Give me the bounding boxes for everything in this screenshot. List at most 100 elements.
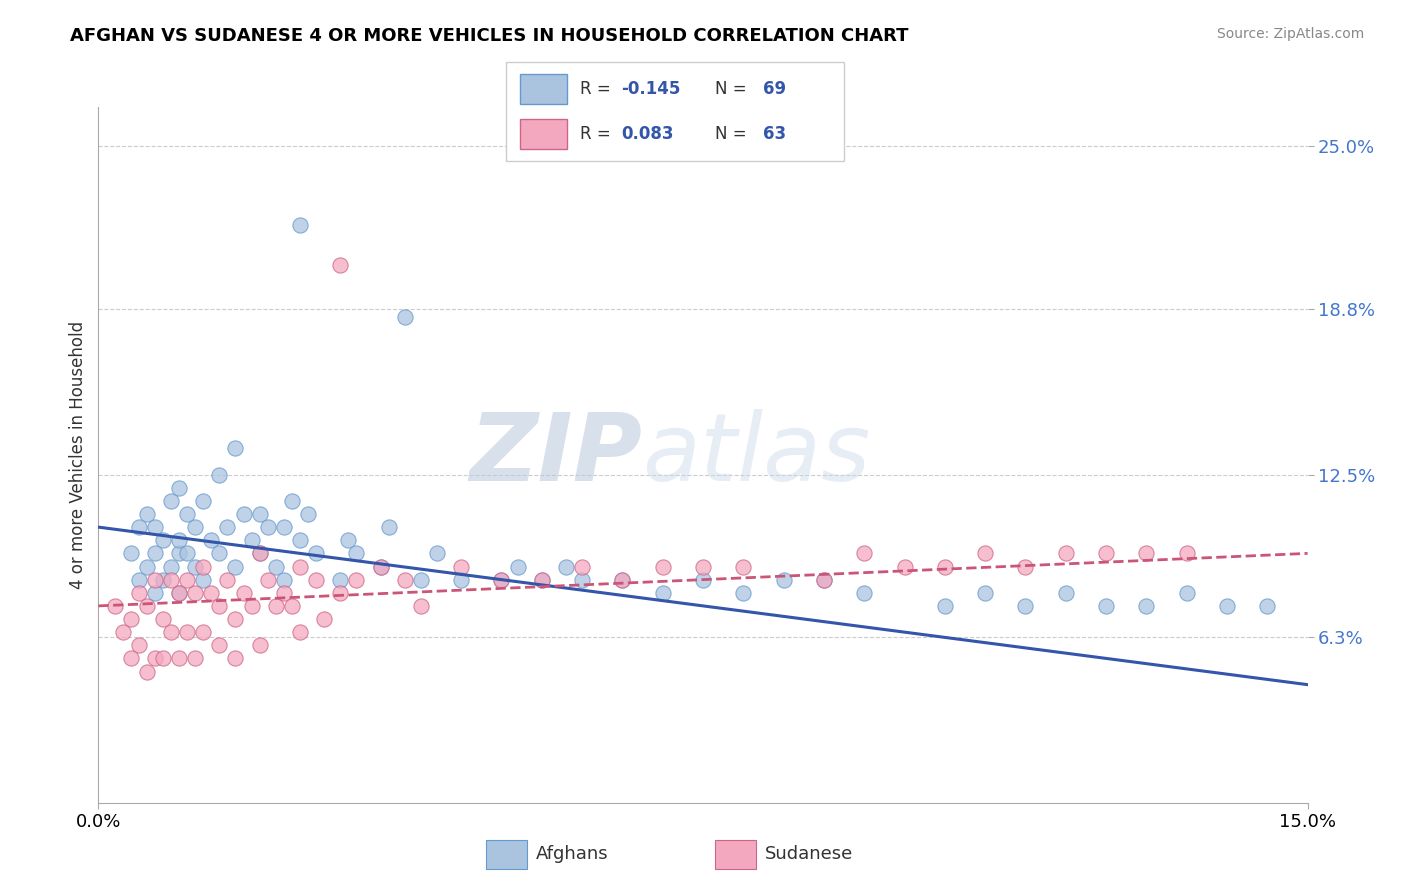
- Point: [160, 559, 183, 574]
- Point: [506, 559, 529, 574]
- Point: [217, 573, 239, 587]
- Point: [733, 559, 755, 574]
- FancyBboxPatch shape: [520, 120, 567, 149]
- Y-axis label: 4 or more Vehicles in Household: 4 or more Vehicles in Household: [69, 321, 87, 589]
- Point: [152, 533, 174, 548]
- Text: Sudanese: Sudanese: [765, 845, 853, 863]
- Point: [184, 559, 207, 574]
- Text: 69: 69: [762, 80, 786, 98]
- Point: [256, 520, 278, 534]
- Point: [1014, 559, 1036, 574]
- Point: [193, 559, 215, 574]
- Text: Afghans: Afghans: [536, 845, 609, 863]
- Point: [1175, 546, 1198, 560]
- Point: [288, 533, 311, 548]
- Point: [167, 546, 190, 560]
- Point: [143, 651, 166, 665]
- Point: [143, 573, 166, 587]
- Point: [571, 573, 593, 587]
- Point: [167, 651, 190, 665]
- Point: [370, 559, 392, 574]
- Point: [224, 442, 246, 456]
- Point: [450, 559, 472, 574]
- Point: [120, 651, 142, 665]
- Point: [264, 559, 287, 574]
- Point: [450, 573, 472, 587]
- Point: [184, 520, 207, 534]
- Point: [176, 546, 198, 560]
- Point: [152, 612, 174, 626]
- FancyBboxPatch shape: [520, 74, 567, 103]
- Point: [612, 573, 634, 587]
- Point: [409, 573, 432, 587]
- Text: N =: N =: [716, 125, 752, 143]
- Point: [344, 573, 367, 587]
- Point: [135, 599, 157, 613]
- Point: [394, 573, 416, 587]
- Point: [193, 573, 215, 587]
- Point: [240, 599, 263, 613]
- Point: [491, 573, 513, 587]
- Point: [193, 494, 215, 508]
- Text: 63: 63: [762, 125, 786, 143]
- Point: [128, 638, 150, 652]
- Point: [651, 586, 673, 600]
- Point: [176, 625, 198, 640]
- Point: [813, 573, 835, 587]
- Point: [1054, 586, 1077, 600]
- Point: [184, 586, 207, 600]
- Point: [135, 507, 157, 521]
- Point: [772, 573, 794, 587]
- Text: R =: R =: [581, 80, 616, 98]
- Point: [167, 586, 190, 600]
- Point: [853, 546, 876, 560]
- Point: [1095, 599, 1118, 613]
- Point: [128, 573, 150, 587]
- Point: [329, 573, 352, 587]
- Point: [232, 507, 254, 521]
- Text: atlas: atlas: [643, 409, 870, 500]
- Point: [232, 586, 254, 600]
- Point: [288, 625, 311, 640]
- Point: [893, 559, 915, 574]
- Point: [530, 573, 553, 587]
- Point: [224, 651, 246, 665]
- Point: [176, 507, 198, 521]
- Point: [288, 218, 311, 232]
- Point: [152, 651, 174, 665]
- Point: [491, 573, 513, 587]
- Point: [120, 546, 142, 560]
- Point: [128, 520, 150, 534]
- Point: [224, 559, 246, 574]
- Point: [184, 651, 207, 665]
- Point: [217, 520, 239, 534]
- Point: [249, 546, 271, 560]
- Point: [1216, 599, 1239, 613]
- Point: [273, 573, 295, 587]
- Point: [692, 559, 714, 574]
- Point: [692, 573, 714, 587]
- Point: [612, 573, 634, 587]
- Point: [135, 665, 157, 679]
- Point: [1256, 599, 1278, 613]
- Point: [160, 625, 183, 640]
- Point: [314, 612, 336, 626]
- Point: [934, 559, 956, 574]
- Point: [337, 533, 360, 548]
- Point: [249, 507, 271, 521]
- Point: [394, 310, 416, 324]
- Point: [555, 559, 578, 574]
- Point: [305, 546, 328, 560]
- Point: [344, 546, 367, 560]
- Point: [409, 599, 432, 613]
- Point: [1175, 586, 1198, 600]
- Point: [167, 586, 190, 600]
- Point: [160, 494, 183, 508]
- Point: [1135, 599, 1157, 613]
- Point: [176, 573, 198, 587]
- Text: -0.145: -0.145: [621, 80, 681, 98]
- Point: [240, 533, 263, 548]
- Text: AFGHAN VS SUDANESE 4 OR MORE VEHICLES IN HOUSEHOLD CORRELATION CHART: AFGHAN VS SUDANESE 4 OR MORE VEHICLES IN…: [70, 27, 908, 45]
- Point: [974, 586, 997, 600]
- Point: [208, 467, 231, 482]
